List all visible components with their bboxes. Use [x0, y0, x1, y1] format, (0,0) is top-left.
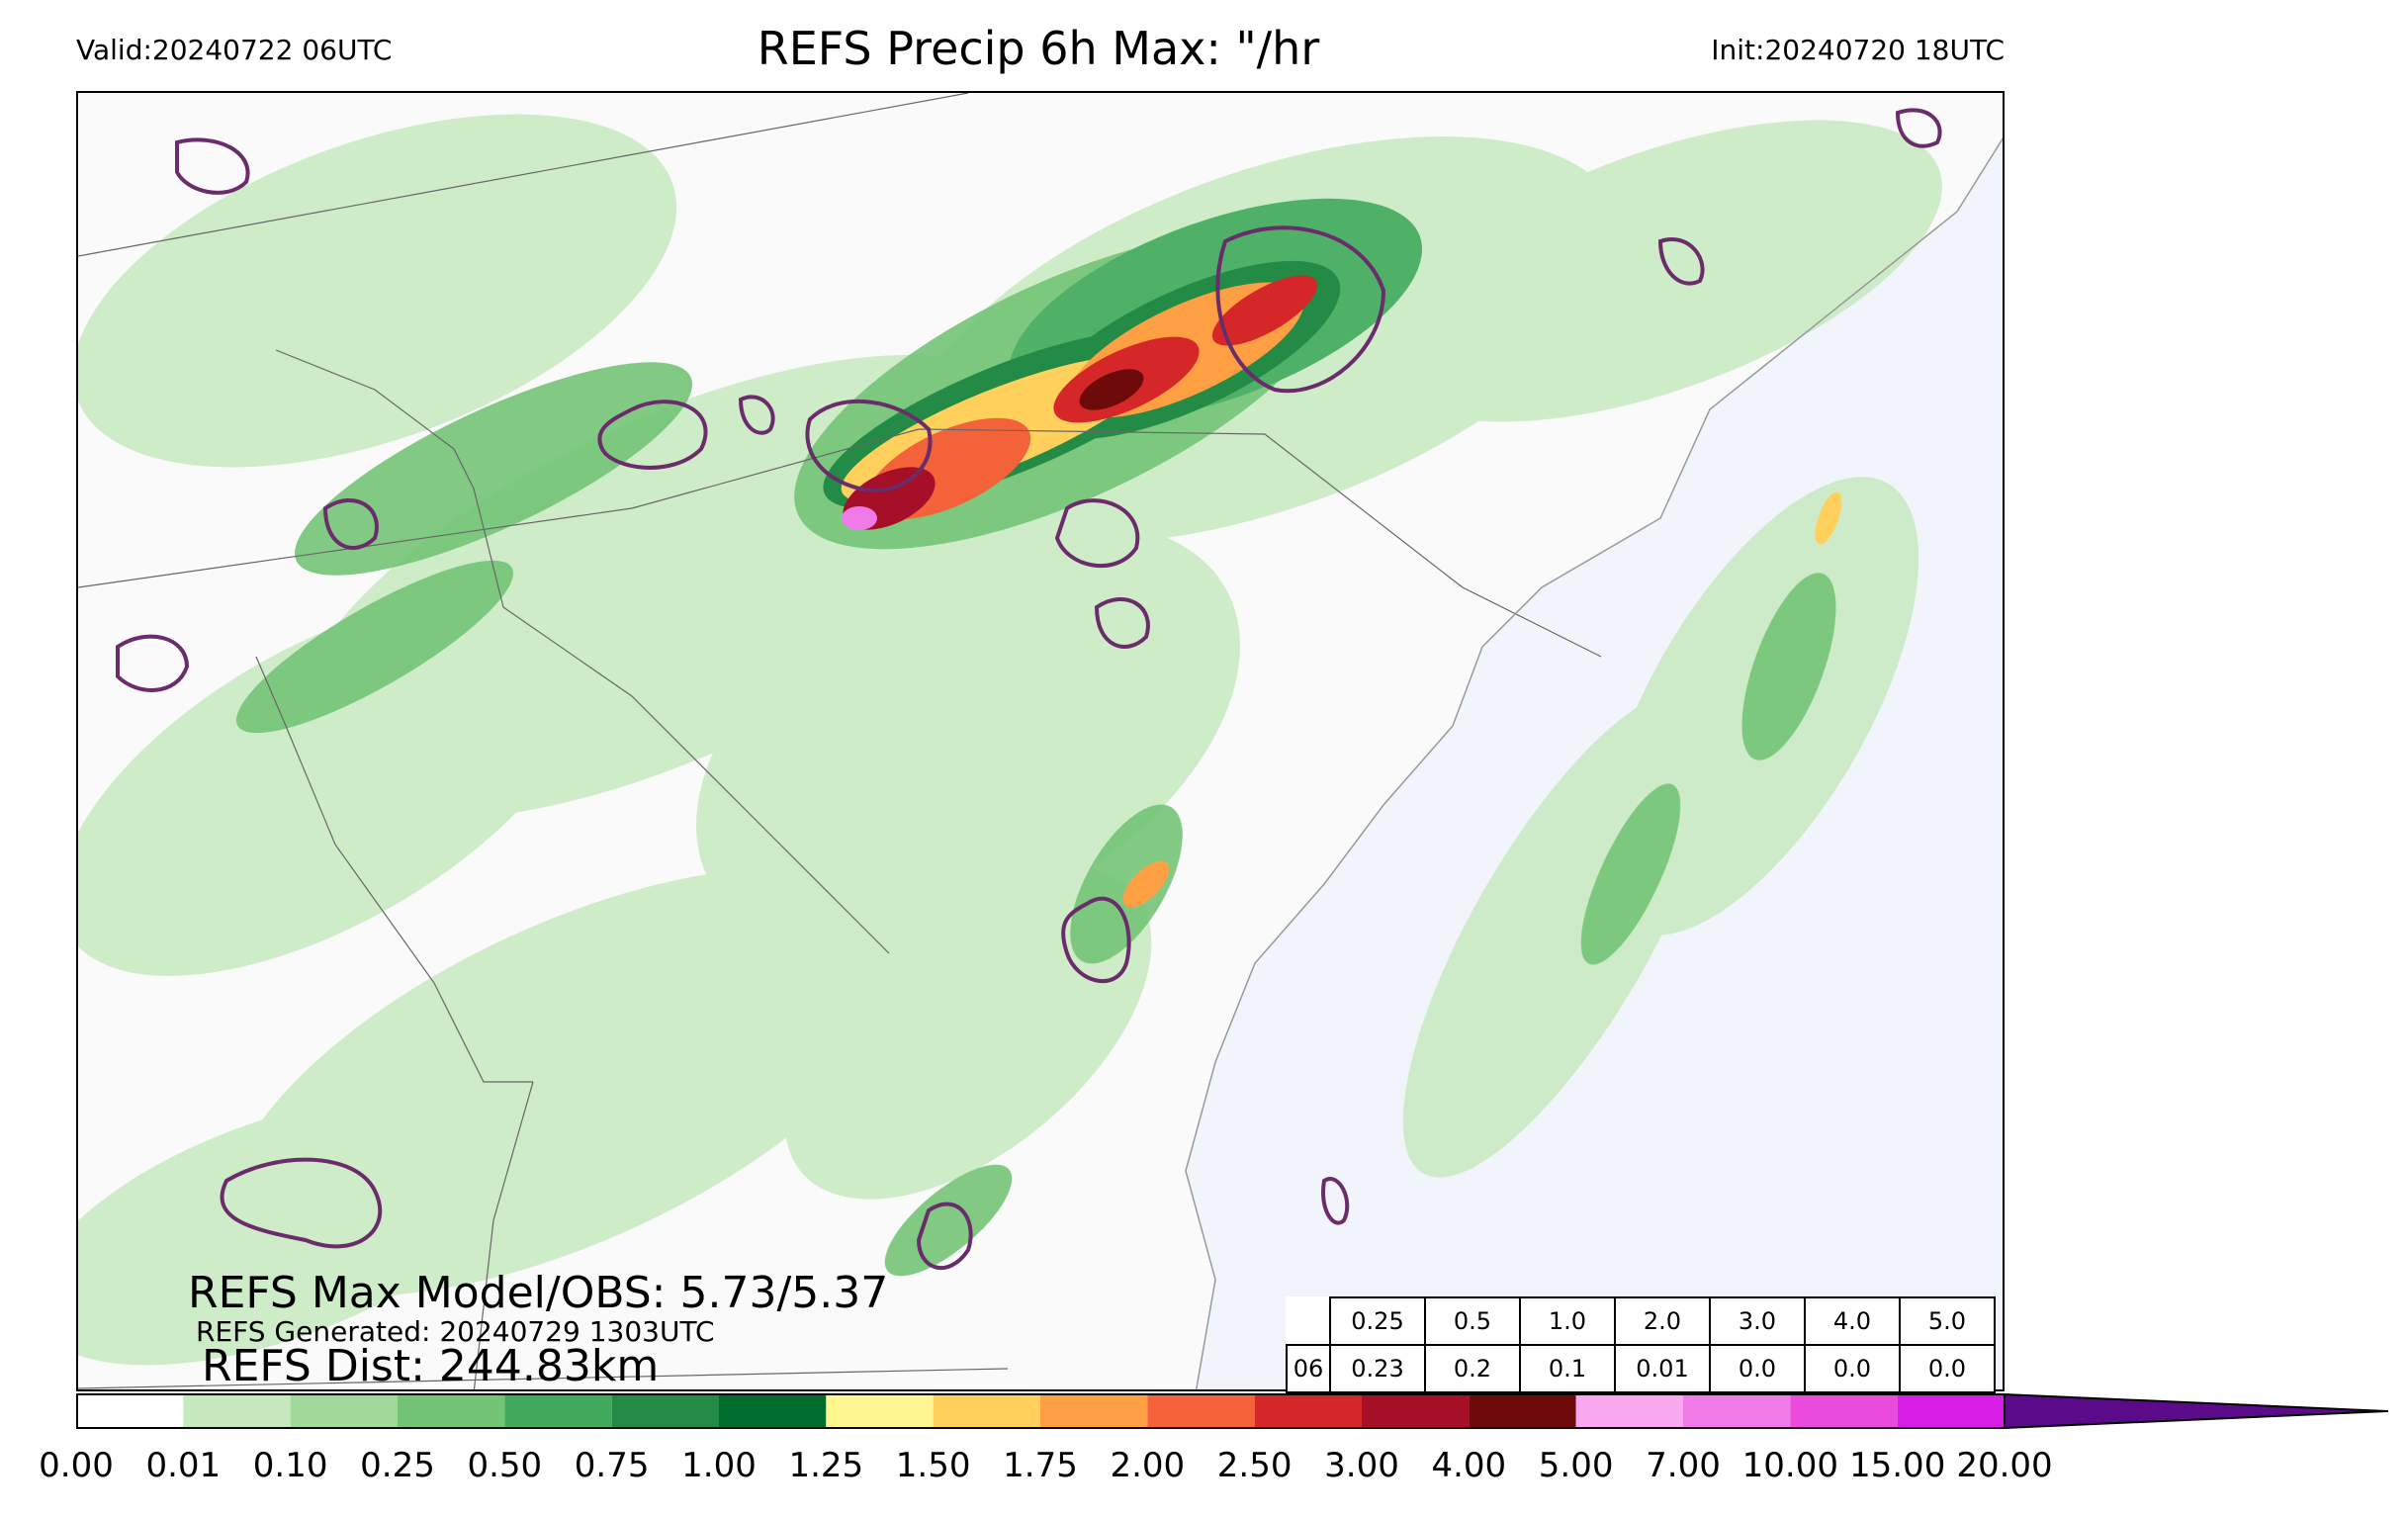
colorbar-segment [611, 1394, 719, 1428]
observed-precip-contours [116, 108, 1942, 1271]
threshold-table: 0.25 0.5 1.0 2.0 3.0 4.0 5.0 06 0.23 0.2… [1286, 1296, 1996, 1393]
colorbar-segment [933, 1394, 1040, 1428]
threshold-cell: 4.0 [1804, 1296, 1901, 1346]
precip-map [76, 91, 2005, 1391]
colorbar-extension [2004, 1393, 2389, 1429]
value-cell: 0.01 [1614, 1344, 1711, 1393]
distance-label: REFS Dist: 244.83km [202, 1341, 660, 1391]
value-cell: 0.0 [1709, 1344, 1806, 1393]
colorbar-segment [1897, 1394, 2005, 1428]
chart-title: REFS Precip 6h Max: "/hr [757, 22, 1320, 75]
coastline [1185, 136, 2003, 1389]
colorbar-tick-label: 0.50 [467, 1446, 543, 1485]
threshold-header-row: 0.25 0.5 1.0 2.0 3.0 4.0 5.0 [1287, 1296, 1996, 1346]
colorbar-segment [183, 1394, 291, 1428]
colorbar-tick-label: 1.00 [681, 1446, 757, 1485]
colorbar-tick-label: 0.00 [39, 1446, 114, 1485]
threshold-cell: 0.25 [1329, 1296, 1426, 1346]
colorbar-segment [1790, 1394, 1898, 1428]
threshold-cell: 2.0 [1614, 1296, 1711, 1346]
colorbar-segment [1469, 1394, 1576, 1428]
colorbar-segment [1683, 1394, 1791, 1428]
colorbar-segment [1254, 1394, 1362, 1428]
colorbar-tick-label: 20.00 [1956, 1446, 2053, 1485]
row-label: 06 [1286, 1344, 1331, 1393]
threshold-value-row: 06 0.23 0.2 0.1 0.01 0.0 0.0 0.0 [1286, 1344, 1996, 1393]
colorbar-tick-label: 4.00 [1431, 1446, 1507, 1485]
colorbar-tick-label: 0.25 [360, 1446, 435, 1485]
colorbar-tick-label: 10.00 [1741, 1446, 1838, 1485]
colorbar-tick-label: 2.50 [1216, 1446, 1293, 1485]
colorbar-segment [1575, 1394, 1683, 1428]
value-cell: 0.1 [1519, 1344, 1616, 1393]
colorbar-segment [398, 1394, 505, 1428]
colorbar-tick-label: 0.75 [574, 1446, 650, 1485]
colorbar-tick-label: 1.75 [1003, 1446, 1078, 1485]
valid-time-label: Valid:20240722 06UTC [76, 34, 393, 66]
colorbar-segment [719, 1394, 827, 1428]
colorbar-tick-label: 1.50 [895, 1446, 971, 1485]
colorbar-segment [504, 1394, 612, 1428]
map-canvas [78, 93, 2003, 1389]
max-model-obs-label: REFS Max Model/OBS: 5.73/5.37 [188, 1268, 889, 1318]
colorbar-segment [1040, 1394, 1148, 1428]
colorbar-tick-label: 2.00 [1110, 1446, 1186, 1485]
threshold-cell: 0.5 [1424, 1296, 1521, 1346]
colorbar-segment [826, 1394, 934, 1428]
generated-label: REFS Generated: 20240729 1303UTC [196, 1315, 715, 1348]
state-boundaries [78, 93, 1602, 1389]
value-cell: 0.2 [1424, 1344, 1521, 1393]
value-cell: 0.23 [1329, 1344, 1426, 1393]
threshold-cell: 5.0 [1899, 1296, 1996, 1346]
colorbar-segment [1147, 1394, 1255, 1428]
colorbar-tick-label: 5.00 [1538, 1446, 1614, 1485]
colorbar-frame [76, 1393, 2006, 1429]
precip-heavy-core [823, 260, 1842, 908]
colorbar-segment [290, 1394, 398, 1428]
colorbar-segment [1362, 1394, 1470, 1428]
init-time-label: Init:20240720 18UTC [1711, 34, 2005, 66]
value-cell: 0.0 [1804, 1344, 1901, 1393]
colorbar-tick-label: 7.00 [1646, 1446, 1721, 1485]
colorbar [76, 1393, 2389, 1429]
colorbar-tick-label: 15.00 [1848, 1446, 1946, 1485]
threshold-cell: 1.0 [1519, 1296, 1616, 1346]
colorbar-tick-label: 0.01 [145, 1446, 222, 1485]
value-cell: 0.0 [1899, 1344, 1996, 1393]
colorbar-segment [76, 1394, 184, 1428]
colorbar-tick-label: 0.10 [252, 1446, 328, 1485]
colorbar-tick-label: 3.00 [1324, 1446, 1399, 1485]
threshold-cell: 3.0 [1709, 1296, 1806, 1346]
colorbar-tick-label: 1.25 [788, 1446, 864, 1485]
